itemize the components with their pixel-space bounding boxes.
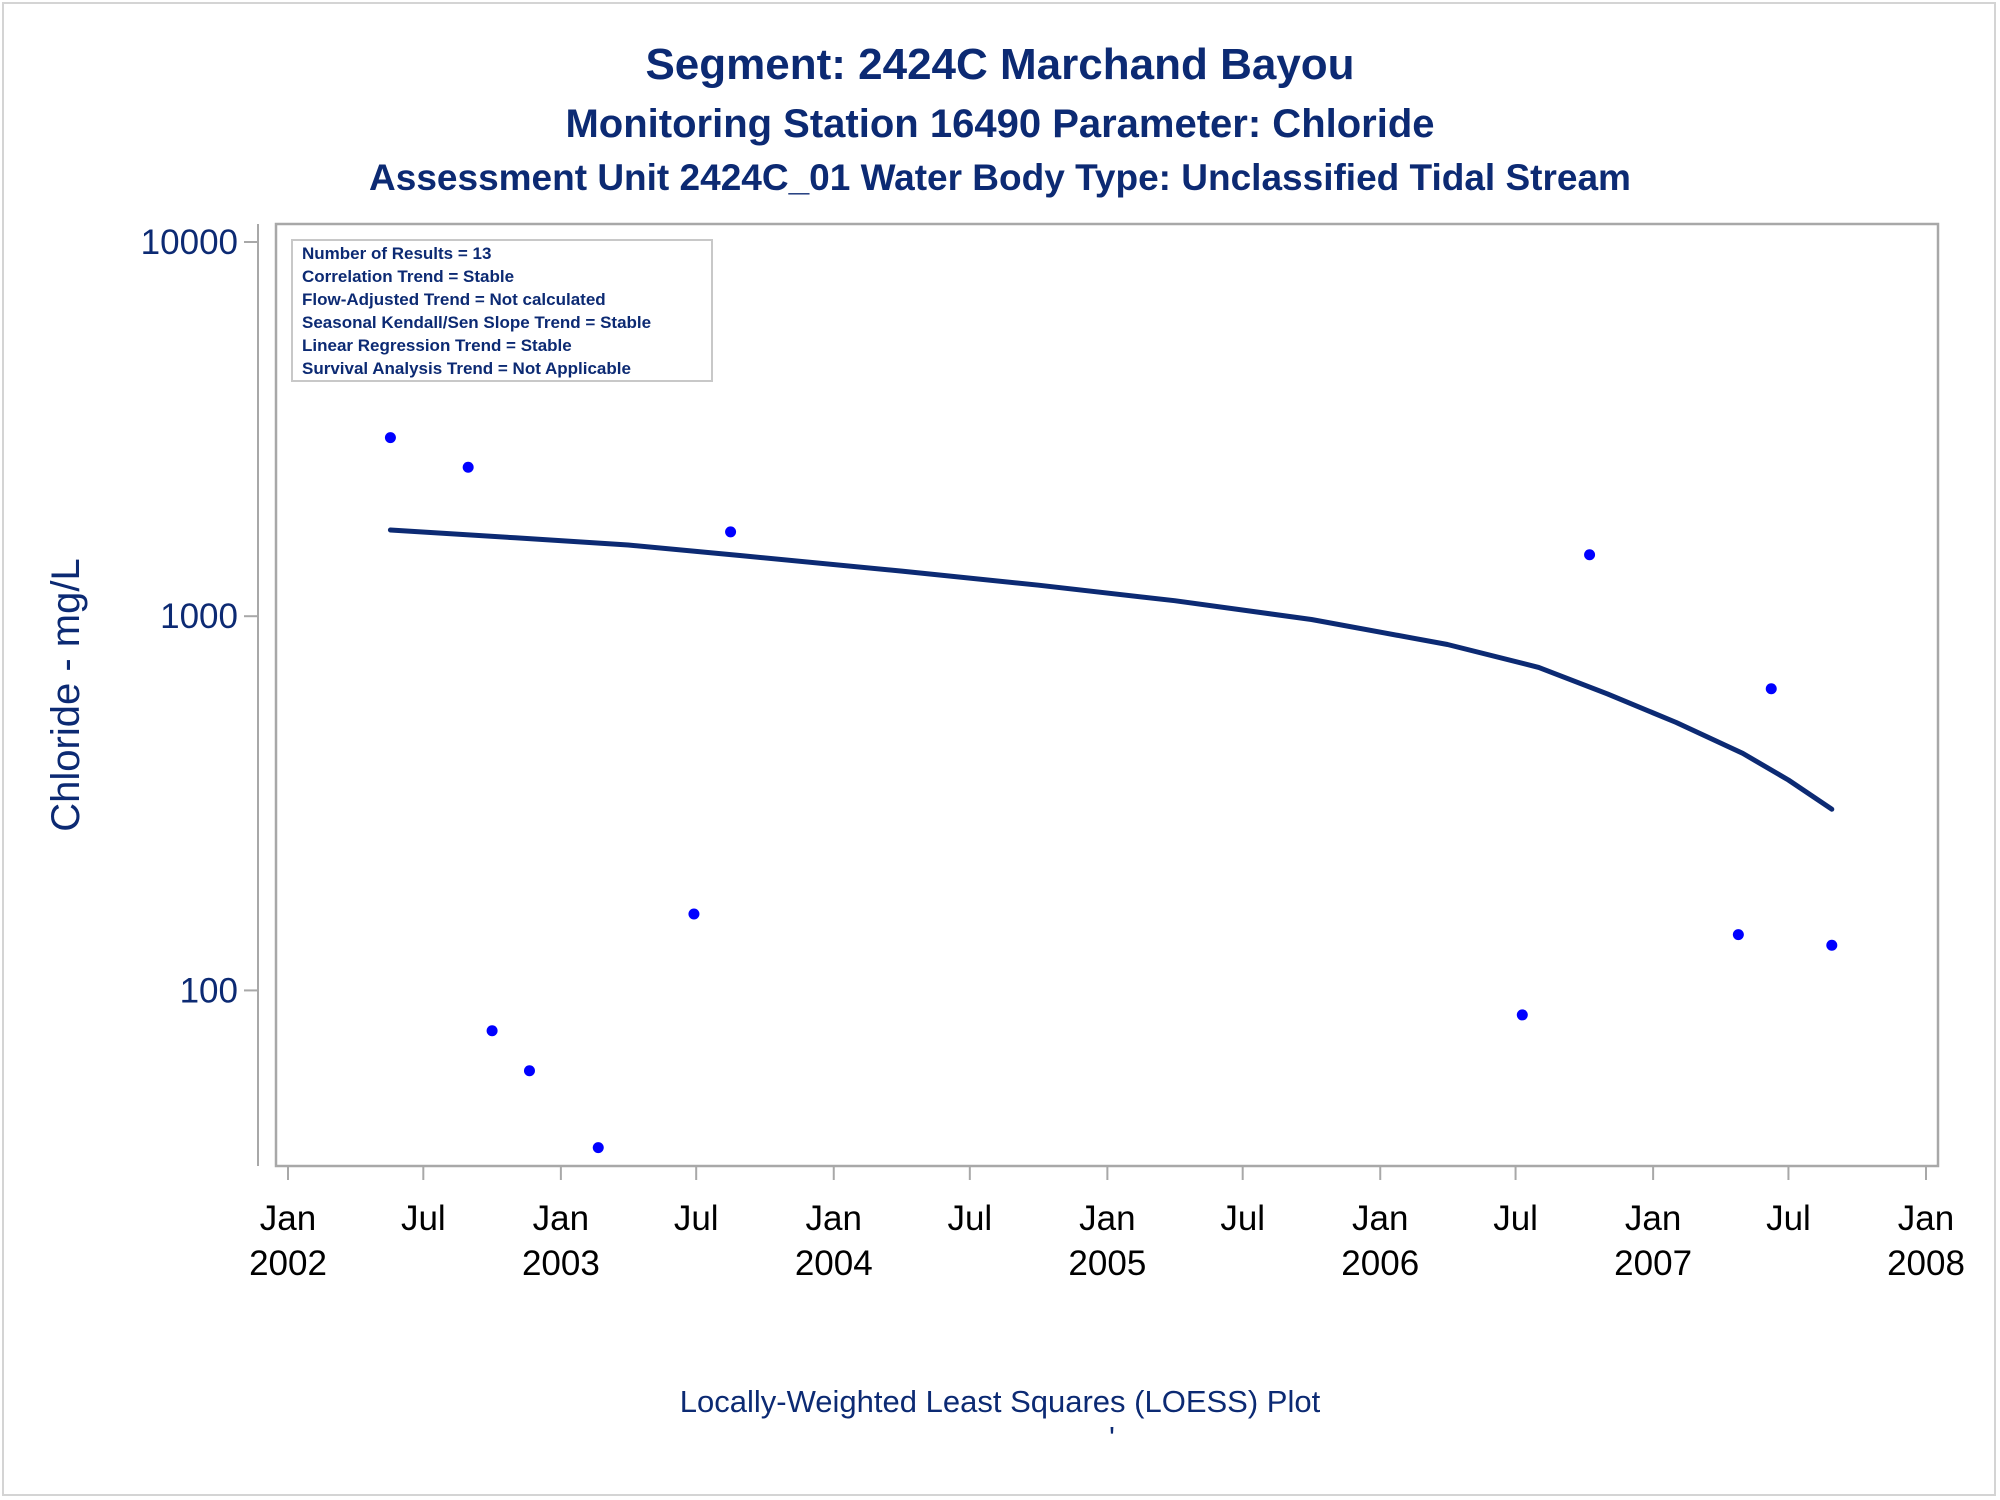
x-tick-label: Jul <box>1766 1199 1811 1238</box>
data-point <box>1584 549 1596 561</box>
x-tick-label: Jan <box>1625 1199 1681 1238</box>
y-tick-label: 100 <box>180 971 238 1010</box>
x-axis: Jan 2002 Jul Jan 2003 Jul Jan 2004 Jul Jan 2005 Jul… <box>249 1165 1965 1283</box>
x-tick-label: Jan <box>806 1199 862 1238</box>
stats-box: Number of Results = 13 Correlation Trend… <box>291 239 713 382</box>
x-tick-year-label: 2003 <box>522 1244 600 1283</box>
stats-box-border <box>291 239 713 382</box>
x-tick-label: Jul <box>401 1199 446 1238</box>
loess-layer <box>387 527 1835 812</box>
chart-subtitle-2: Assessment Unit 2424C_01 Water Body Type… <box>369 157 1631 198</box>
points-layer <box>384 345 1838 1154</box>
data-point <box>1765 683 1777 695</box>
x-tick-year-label: 2008 <box>1887 1244 1965 1283</box>
loess-line <box>387 527 1835 812</box>
x-tick-label: Jul <box>947 1199 992 1238</box>
stats-line: Seasonal Kendall/Sen Slope Trend = Stabl… <box>302 313 651 332</box>
x-tick-label: Jul <box>1220 1199 1265 1238</box>
stats-line: Correlation Trend = Stable <box>302 267 514 286</box>
x-tick-year-label: 2002 <box>249 1244 327 1283</box>
y-tick-label: 1000 <box>160 597 238 636</box>
stats-line: Survival Analysis Trend = Not Applicable <box>302 359 631 378</box>
data-point <box>462 461 474 473</box>
x-tick-label: Jan <box>1898 1199 1954 1238</box>
x-tick-label: Jul <box>674 1199 719 1238</box>
x-tick-label: Jul <box>1493 1199 1538 1238</box>
data-point <box>384 432 396 444</box>
data-point <box>523 1065 535 1077</box>
x-tick-year-label: 2005 <box>1068 1244 1146 1283</box>
x-tick-year-label: 2007 <box>1614 1244 1692 1283</box>
y-axis-title: Chloride - mg/L <box>44 558 88 831</box>
stats-line: Linear Regression Trend = Stable <box>302 336 572 355</box>
y-tick-label: 10000 <box>141 223 238 262</box>
x-tick-year-label: 2006 <box>1341 1244 1419 1283</box>
data-point <box>1826 939 1838 951</box>
data-point <box>725 526 737 538</box>
chart-subtitle: Monitoring Station 16490 Parameter: Chlo… <box>565 102 1434 146</box>
chart-footnote: Locally-Weighted Least Squares (LOESS) P… <box>680 1384 1321 1419</box>
x-tick-year-label: 2004 <box>795 1244 873 1283</box>
data-point <box>592 1142 604 1154</box>
chart-title: Segment: 2424C Marchand Bayou <box>645 40 1354 89</box>
data-point <box>486 1025 498 1037</box>
y-axis: 100 1000 10000 <box>141 223 259 1166</box>
footnote-mark: ' <box>1109 1420 1115 1455</box>
x-tick-label: Jan <box>533 1199 589 1238</box>
data-point <box>1516 1009 1528 1021</box>
x-tick-label: Jan <box>1352 1199 1408 1238</box>
x-tick-label: Jan <box>260 1199 316 1238</box>
stats-line: Number of Results = 13 <box>302 244 491 263</box>
data-point <box>1732 929 1744 941</box>
stats-line: Flow-Adjusted Trend = Not calculated <box>302 290 606 309</box>
x-tick-label: Jan <box>1079 1199 1135 1238</box>
data-point <box>688 908 700 920</box>
